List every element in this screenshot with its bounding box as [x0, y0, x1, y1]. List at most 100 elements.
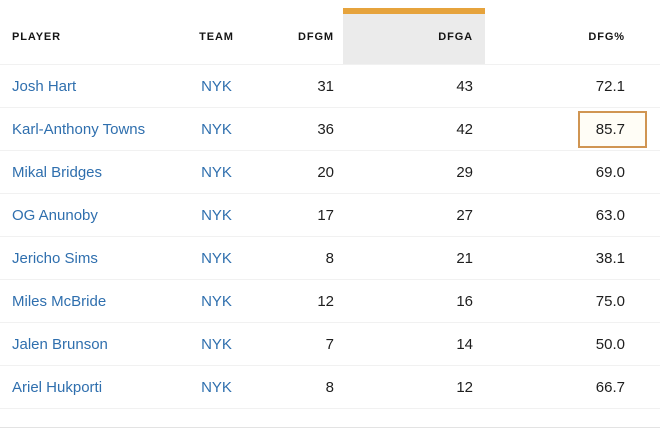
player-cell: OG Anunoby [0, 194, 178, 236]
dfg-pct-cell: 75.0 [485, 280, 660, 322]
dfg-pct-cell: 69.0 [485, 151, 660, 193]
dfgm-value: 8 [325, 249, 334, 267]
col-header-player-label: PLAYER [12, 31, 62, 43]
dfg-pct-cell: 63.0 [485, 194, 660, 236]
col-header-dfga-label: DFGA [438, 31, 473, 43]
dfgm-value: 31 [317, 77, 334, 95]
col-header-dfg-pct-label: DFG% [588, 31, 625, 43]
dfga-value: 29 [456, 163, 473, 181]
dfgm-cell: 12 [255, 280, 343, 322]
dfga-cell: 12 [343, 366, 485, 408]
dfg-pct-cell: 66.7 [485, 366, 660, 408]
dfg-pct-cell: 85.7 [485, 108, 660, 150]
player-link[interactable]: Ariel Hukporti [12, 378, 103, 396]
dfg-pct-cell: 72.1 [485, 65, 660, 107]
dfgm-cell: 36 [255, 108, 343, 150]
team-cell: NYK [178, 280, 255, 322]
dfg-pct-value: 85.7 [577, 110, 647, 148]
table-row: Jericho Sims NYK 8 21 38.1 [0, 236, 660, 279]
player-cell: Miles McBride [0, 280, 178, 322]
dfgm-value: 36 [317, 120, 334, 138]
table-row: Mikal Bridges NYK 20 29 69.0 [0, 150, 660, 193]
col-header-dfgm-label: DFGM [298, 31, 334, 43]
team-link[interactable]: NYK [201, 292, 232, 310]
team-link[interactable]: NYK [201, 206, 232, 224]
dfgm-value: 8 [325, 378, 334, 396]
player-link[interactable]: Jericho Sims [12, 249, 98, 267]
team-link[interactable]: NYK [201, 249, 232, 267]
player-cell: Ariel Hukporti [0, 366, 178, 408]
dfga-value: 42 [456, 120, 473, 138]
team-link[interactable]: NYK [201, 77, 232, 95]
dfg-pct-cell: 50.0 [485, 323, 660, 365]
dfgm-value: 7 [325, 335, 334, 353]
dfga-cell: 16 [343, 280, 485, 322]
col-header-dfgm[interactable]: DFGM [255, 0, 343, 64]
col-header-team[interactable]: TEAM [178, 0, 255, 64]
table-row: Karl-Anthony Towns NYK 36 42 85.7 [0, 107, 660, 150]
col-header-team-label: TEAM [199, 31, 234, 43]
table-header-row: PLAYER TEAM DFGM DFGA DFG% [0, 0, 660, 64]
dfg-pct-value: 63.0 [595, 206, 625, 224]
dfg-pct-value: 38.1 [595, 249, 625, 267]
col-header-dfga-sorted[interactable]: DFGA [343, 0, 485, 64]
dfgm-value: 20 [317, 163, 334, 181]
player-cell: Mikal Bridges [0, 151, 178, 193]
team-cell: NYK [178, 323, 255, 365]
team-cell: NYK [178, 194, 255, 236]
team-cell: NYK [178, 108, 255, 150]
team-link[interactable]: NYK [201, 163, 232, 181]
player-cell: Jericho Sims [0, 237, 178, 279]
player-link[interactable]: Miles McBride [12, 292, 107, 310]
table-row: Ariel Hukporti NYK 8 12 66.7 [0, 365, 660, 409]
dfg-pct-value: 69.0 [595, 163, 625, 181]
dfga-cell: 43 [343, 65, 485, 107]
team-cell: NYK [178, 151, 255, 193]
dfgm-cell: 8 [255, 366, 343, 408]
player-cell: Karl-Anthony Towns [0, 108, 178, 150]
dfg-pct-value: 75.0 [595, 292, 625, 310]
table-row: Jalen Brunson NYK 7 14 50.0 [0, 322, 660, 365]
dfgm-value: 12 [317, 292, 334, 310]
dfga-value: 21 [456, 249, 473, 267]
dfga-cell: 29 [343, 151, 485, 193]
dfga-value: 16 [456, 292, 473, 310]
team-link[interactable]: NYK [201, 120, 232, 138]
dfg-pct-value: 50.0 [595, 335, 625, 353]
dfga-cell: 27 [343, 194, 485, 236]
dfga-value: 12 [456, 378, 473, 396]
team-link[interactable]: NYK [201, 378, 232, 396]
team-cell: NYK [178, 65, 255, 107]
col-header-dfg-pct[interactable]: DFG% [485, 0, 660, 64]
table-row: Miles McBride NYK 12 16 75.0 [0, 279, 660, 322]
dfgm-cell: 7 [255, 323, 343, 365]
player-link[interactable]: Mikal Bridges [12, 163, 103, 181]
dfga-cell: 14 [343, 323, 485, 365]
dfgm-cell: 8 [255, 237, 343, 279]
dfgm-cell: 17 [255, 194, 343, 236]
team-cell: NYK [178, 237, 255, 279]
player-cell: Jalen Brunson [0, 323, 178, 365]
dfg-pct-value: 66.7 [595, 378, 625, 396]
team-cell: NYK [178, 366, 255, 408]
defense-stats-table: PLAYER TEAM DFGM DFGA DFG% Josh Hart NYK… [0, 0, 660, 409]
dfgm-cell: 31 [255, 65, 343, 107]
dfg-pct-cell: 38.1 [485, 237, 660, 279]
dfga-value: 14 [456, 335, 473, 353]
dfga-cell: 21 [343, 237, 485, 279]
player-link[interactable]: Josh Hart [12, 77, 77, 95]
dfga-cell: 42 [343, 108, 485, 150]
table-body: Josh Hart NYK 31 43 72.1 Karl-Anthony To… [0, 64, 660, 409]
team-link[interactable]: NYK [201, 335, 232, 353]
dfga-value: 43 [456, 77, 473, 95]
dfg-pct-value: 72.1 [595, 77, 625, 95]
table-row: OG Anunoby NYK 17 27 63.0 [0, 193, 660, 236]
dfgm-cell: 20 [255, 151, 343, 193]
player-link[interactable]: Jalen Brunson [12, 335, 108, 353]
player-link[interactable]: Karl-Anthony Towns [12, 120, 146, 138]
col-header-player[interactable]: PLAYER [0, 0, 178, 64]
player-link[interactable]: OG Anunoby [12, 206, 98, 224]
dfgm-value: 17 [317, 206, 334, 224]
table-row: Josh Hart NYK 31 43 72.1 [0, 64, 660, 107]
